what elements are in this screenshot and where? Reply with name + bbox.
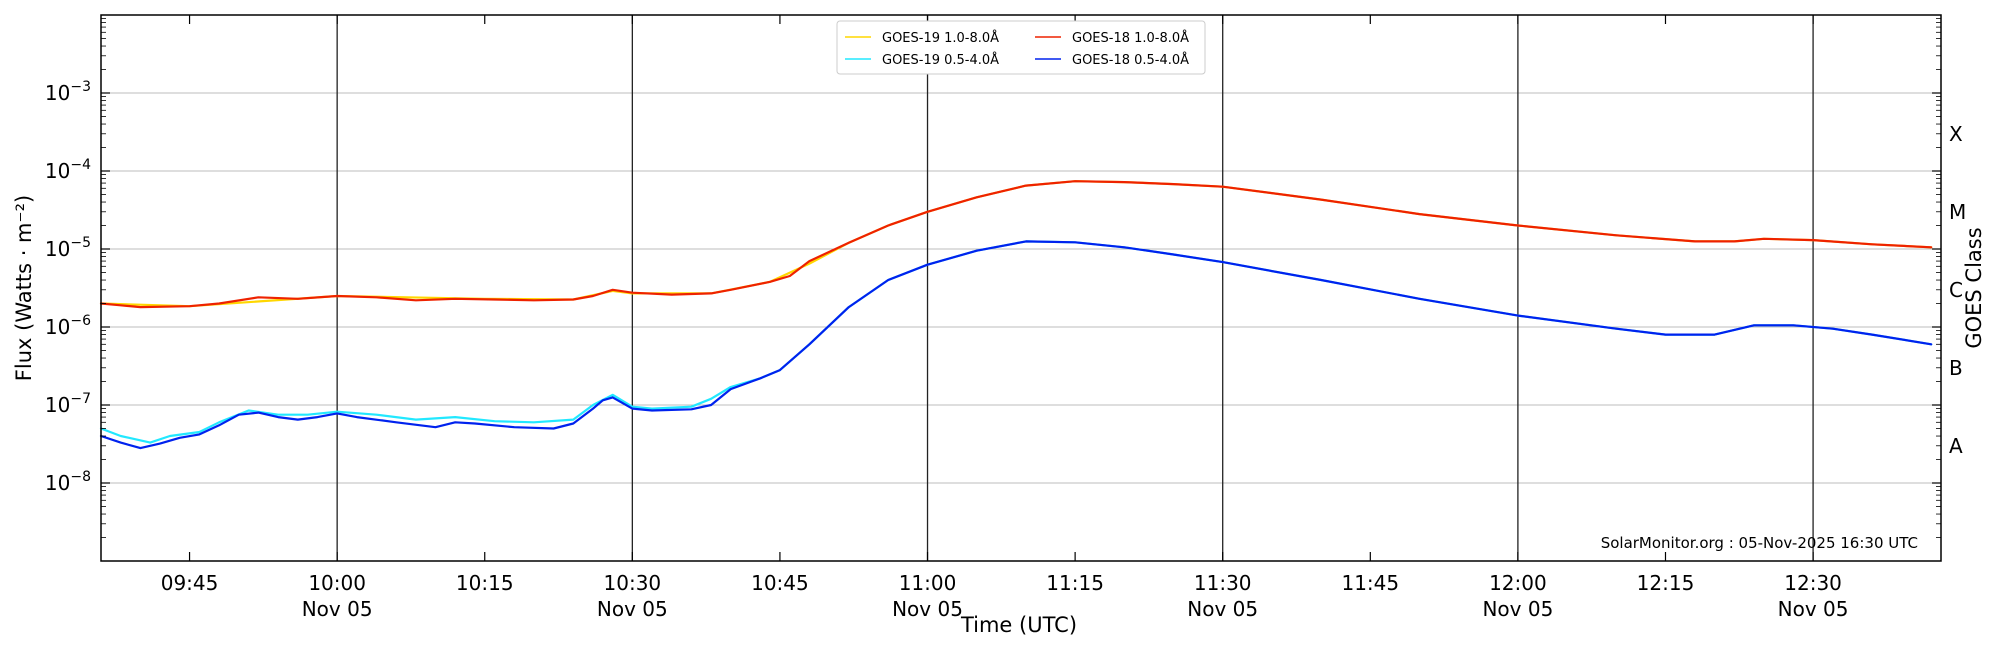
series-line [99, 180, 1933, 309]
y-tick-label: 10−3 [45, 79, 91, 105]
y-tick-label: 10−4 [45, 157, 91, 183]
goes-class-label: M [1949, 200, 1966, 224]
x-axis-title: Time (UTC) [960, 613, 1077, 637]
series-line [99, 240, 1933, 450]
x-tick-label: 10:45 [751, 571, 809, 595]
x-tick-label: 10:30 [604, 571, 662, 595]
legend-entry-label: GOES-18 1.0-8.0Å [1072, 30, 1189, 46]
x-tick-label: 11:15 [1046, 571, 1104, 595]
x-tick-label: 11:00 [899, 571, 957, 595]
grid-layer [101, 15, 1941, 561]
x-tick-date-label: Nov 05 [1482, 597, 1553, 621]
x-tick-label: 10:00 [308, 571, 366, 595]
x-tick-label: 11:30 [1194, 571, 1252, 595]
x-tick-label: 10:15 [456, 571, 514, 595]
goes-class-label: A [1949, 434, 1963, 458]
goes-class-label: X [1949, 122, 1963, 146]
goes-class-label: C [1949, 278, 1963, 302]
y-tick-label: 10−8 [45, 469, 91, 495]
goes-class-axis-title: GOES Class [1962, 227, 1986, 348]
plot-frame [100, 14, 1942, 562]
x-tick-label: 11:45 [1341, 571, 1399, 595]
x-tick-date-label: Nov 05 [302, 597, 373, 621]
x-tick-date-label: Nov 05 [597, 597, 668, 621]
goes-class-label: B [1949, 356, 1963, 380]
x-tick-date-label: Nov 05 [1187, 597, 1258, 621]
x-tick-label: 12:15 [1637, 571, 1695, 595]
series-line [99, 240, 1933, 444]
legend: GOES-19 1.0-8.0Å GOES-19 0.5-4.0Å GOES-18 … [836, 20, 1206, 75]
credit-text: SolarMonitor.org : 05-Nov-2025 16:30 UTC [1601, 534, 1918, 552]
x-tick-label: 12:30 [1784, 571, 1842, 595]
x-tick-label: 12:00 [1489, 571, 1547, 595]
legend-entry-label: GOES-19 0.5-4.0Å [882, 52, 999, 68]
y-tick-label: 10−6 [45, 313, 91, 339]
x-tick-label: 09:45 [161, 571, 219, 595]
x-tick-date-label: Nov 05 [892, 597, 963, 621]
series-layer [99, 180, 1933, 450]
x-tick-date-label: Nov 05 [1778, 597, 1849, 621]
legend-box [836, 20, 1206, 75]
y-tick-label: 10−7 [45, 391, 91, 417]
y-tick-label: 10−5 [45, 235, 91, 261]
legend-entry-label: GOES-18 0.5-4.0Å [1072, 52, 1189, 68]
y-axis-title: Flux (Watts · m⁻²) [12, 195, 36, 381]
legend-entry-label: GOES-19 1.0-8.0Å [882, 30, 999, 46]
